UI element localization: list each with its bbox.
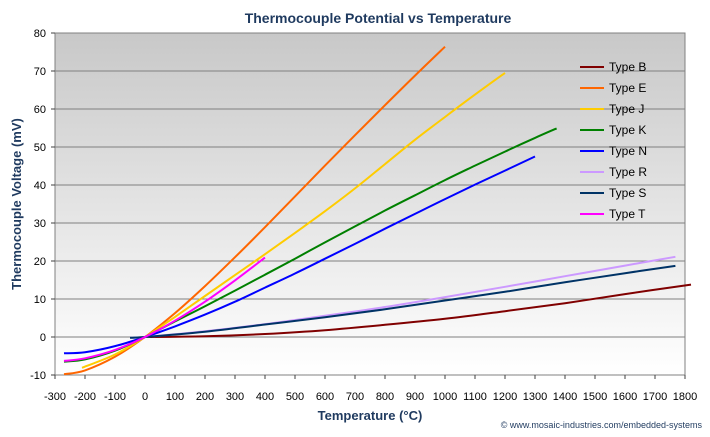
plot-area <box>54 32 686 376</box>
y-tick-label: 30 <box>34 218 46 230</box>
y-tick-label: 20 <box>34 256 46 268</box>
x-tick-label: 1200 <box>493 391 517 403</box>
series-line-type-s <box>129 264 676 339</box>
y-tick-label: 50 <box>34 142 46 154</box>
x-tick-label: 1000 <box>433 391 457 403</box>
legend-label-type-r: Type R <box>609 165 647 179</box>
x-tick-label: 800 <box>376 391 394 403</box>
legend-label-type-b: Type B <box>609 60 646 74</box>
x-tick-label: 700 <box>346 391 364 403</box>
x-tick-label: 1300 <box>523 391 547 403</box>
series-line-type-b <box>144 283 692 338</box>
footer-credit: © www.mosaic-industries.com/embedded-sys… <box>501 420 703 430</box>
x-tick-label: 1600 <box>613 391 637 403</box>
x-tick-label: 0 <box>142 391 148 403</box>
series-line-type-n <box>63 155 536 355</box>
legend-label-type-s: Type S <box>609 186 646 200</box>
legend-label-type-e: Type E <box>609 81 646 95</box>
chart-title: Thermocouple Potential vs Temperature <box>245 10 512 26</box>
x-tick-label: 600 <box>316 391 334 403</box>
x-tick-label: 1800 <box>673 391 697 403</box>
x-tick-label: 1100 <box>463 391 487 403</box>
legend-label-type-t: Type T <box>609 207 646 221</box>
x-tick-label: 100 <box>166 391 184 403</box>
y-tick-label: 10 <box>34 294 46 306</box>
x-tick-label: 300 <box>226 391 244 403</box>
legend-label-type-k: Type K <box>609 123 646 137</box>
x-tick-label: 400 <box>256 391 274 403</box>
x-tick-label: -300 <box>44 391 66 403</box>
legend-label-type-n: Type N <box>609 144 647 158</box>
x-tick-label: 1700 <box>643 391 667 403</box>
y-tick-label: 60 <box>34 104 46 116</box>
y-axis-label: Thermocouple Voltage (mV) <box>9 118 24 290</box>
x-tick-label: -100 <box>104 391 126 403</box>
y-tick-label: 80 <box>34 28 46 40</box>
y-tick-label: 0 <box>40 332 46 344</box>
x-tick-label: -200 <box>74 391 96 403</box>
y-tick-label: -10 <box>30 370 46 382</box>
y-tick-label: 70 <box>34 66 46 78</box>
series-line-type-t <box>63 256 266 362</box>
y-tick-label: 40 <box>34 180 46 192</box>
legend-label-type-j: Type J <box>609 102 644 116</box>
x-tick-label: 200 <box>196 391 214 403</box>
series-line-type-j <box>81 72 506 369</box>
x-axis-label: Temperature (°C) <box>318 408 423 423</box>
series-line-type-e <box>63 45 446 376</box>
x-tick-label: 1400 <box>553 391 577 403</box>
x-tick-label: 500 <box>286 391 304 403</box>
x-tick-label: 900 <box>406 391 424 403</box>
x-tick-label: 1500 <box>583 391 607 403</box>
